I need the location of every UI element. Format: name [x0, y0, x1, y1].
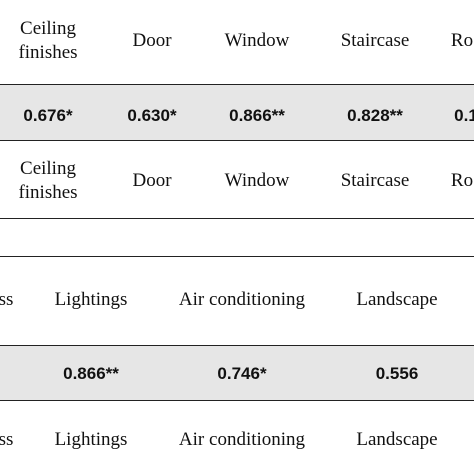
table-rule: [0, 256, 474, 257]
value-staircase: 0.828**: [347, 106, 403, 125]
footer-label: Ceiling finishes: [18, 158, 78, 203]
header-landscape: Landscape: [356, 289, 438, 310]
header-ceiling-finishes: Ceiling finishes: [0, 17, 103, 65]
header-door: Door: [132, 30, 172, 51]
values-row-band: [0, 85, 474, 140]
table-rule: [0, 345, 474, 346]
footer-air-conditioning: Air conditioning: [178, 429, 306, 450]
footer-ceiling-finishes: Ceiling finishes: [0, 157, 103, 205]
footer-partial-ss: ss: [0, 429, 14, 450]
header-air-conditioning: Air conditioning: [178, 289, 306, 310]
table-rule: [0, 218, 474, 219]
header-window: Window: [224, 30, 290, 51]
value-ceiling-finishes: 0.676*: [23, 106, 73, 125]
footer-roof-partial: Ro: [450, 170, 474, 191]
value-window: 0.866**: [229, 106, 285, 125]
header-roof-partial: Ro: [450, 30, 474, 51]
value-door: 0.630*: [127, 106, 177, 125]
footer-lightings: Lightings: [54, 429, 128, 450]
value-air-conditioning: 0.746*: [217, 364, 267, 383]
footer-door: Door: [132, 170, 172, 191]
header-staircase: Staircase: [340, 30, 410, 51]
table-rule: [0, 400, 474, 401]
value-roof-partial: 0.1: [454, 106, 474, 125]
header-label: Ceiling finishes: [18, 18, 78, 63]
value-lightings: 0.866**: [63, 364, 119, 383]
footer-window: Window: [224, 170, 290, 191]
footer-staircase: Staircase: [340, 170, 410, 191]
values-row-band: [0, 346, 474, 400]
table-rule: [0, 140, 474, 141]
value-landscape: 0.556: [375, 364, 419, 383]
table-rule: [0, 84, 474, 85]
header-lightings: Lightings: [54, 289, 128, 310]
header-partial-ss: ss: [0, 289, 14, 310]
footer-landscape: Landscape: [356, 429, 438, 450]
